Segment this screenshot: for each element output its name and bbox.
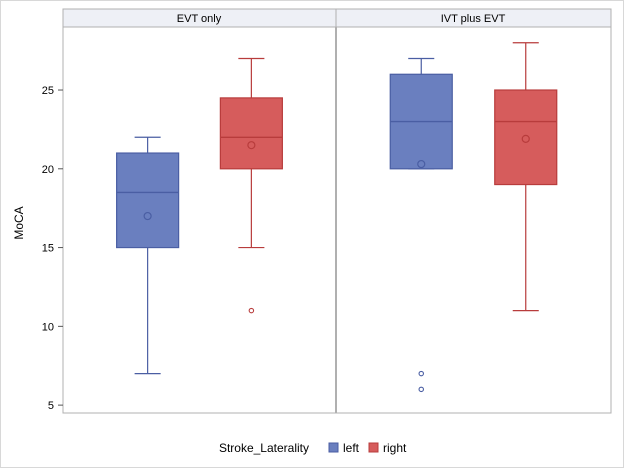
outlier-point <box>418 370 424 377</box>
mean-marker <box>143 211 152 221</box>
iqr-box <box>494 89 558 186</box>
y-axis-label: MoCA <box>12 206 26 239</box>
box-series <box>116 42 558 393</box>
y-tick-label: 25 <box>42 85 54 97</box>
legend-swatch-left <box>328 442 339 453</box>
panel-label-ivt-plus-evt: IVT plus EVT <box>441 13 506 25</box>
y-tick-label: 20 <box>42 164 54 176</box>
y-axis: 5 10 15 20 25 <box>42 85 63 412</box>
box-right-evt-only <box>219 57 283 314</box>
outlier-point <box>418 386 424 393</box>
legend-swatch-right <box>368 442 379 453</box>
mean-marker <box>247 141 256 150</box>
legend-title: Stroke_Laterality <box>219 441 309 455</box>
mean-marker <box>417 159 426 169</box>
legend-label-right: right <box>383 441 407 455</box>
panel-label-evt-only: EVT only <box>177 13 222 25</box>
iqr-box <box>116 152 180 249</box>
box-right-ivt-plus-evt <box>494 42 558 312</box>
y-tick-label: 15 <box>42 243 54 255</box>
legend-label-left: left <box>343 441 360 455</box>
mean-marker <box>521 134 530 143</box>
box-left-ivt-plus-evt <box>389 57 453 393</box>
y-tick-label: 5 <box>48 400 54 412</box>
panel-header-ivt-plus-evt <box>335 8 612 28</box>
y-tick-label: 10 <box>42 321 54 333</box>
iqr-box <box>219 97 283 170</box>
outlier-point <box>248 307 255 314</box>
box-left-evt-only <box>116 136 180 375</box>
